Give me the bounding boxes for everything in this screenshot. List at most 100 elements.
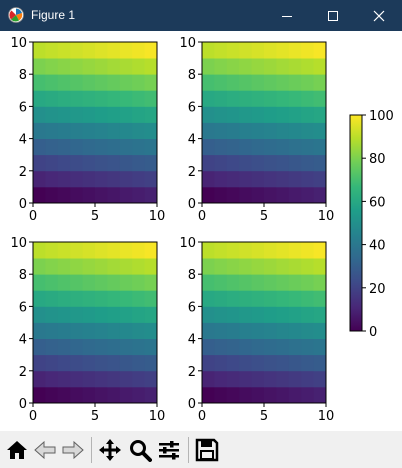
- heatmap-cell: [33, 258, 46, 275]
- back-button[interactable]: [33, 438, 57, 462]
- heatmap-cell: [202, 338, 215, 356]
- heatmap-cell: [239, 306, 252, 323]
- heatmap-cell: [202, 90, 215, 107]
- x-tick-label: 5: [91, 209, 99, 224]
- heatmap-cell: [264, 370, 277, 388]
- heatmap-cell: [239, 258, 252, 275]
- heatmap-cell: [264, 274, 277, 291]
- heatmap-cell: [70, 58, 83, 75]
- heatmap-cell: [251, 386, 265, 404]
- heatmap-cell: [82, 42, 96, 59]
- heatmap-cell: [95, 42, 108, 59]
- heatmap-cell: [288, 42, 302, 59]
- heatmap-cell: [264, 322, 277, 339]
- heatmap-cell: [119, 90, 133, 107]
- heatmap-cell: [288, 74, 302, 91]
- pan-button[interactable]: [98, 438, 122, 462]
- y-tick-label: 2: [188, 165, 196, 180]
- heatmap-cell: [251, 370, 265, 388]
- heatmap-cell: [107, 322, 121, 339]
- y-tick-label: 10: [179, 36, 196, 51]
- heatmap-cell: [226, 106, 240, 123]
- heatmap-cell: [33, 322, 46, 339]
- home-button[interactable]: [5, 438, 29, 462]
- heatmap-cell: [264, 290, 277, 307]
- heatmap-cell: [82, 154, 96, 172]
- heatmap-cell: [313, 186, 327, 204]
- save-button[interactable]: [195, 438, 219, 462]
- heatmap-cell: [226, 154, 240, 172]
- y-tick-label: 10: [10, 236, 27, 251]
- heatmap-cell: [288, 242, 302, 259]
- heatmap-cell: [239, 370, 252, 388]
- heatmap-cell: [276, 322, 290, 339]
- minimize-button[interactable]: [264, 0, 310, 31]
- maximize-button[interactable]: [310, 0, 356, 31]
- heatmap-cell: [95, 138, 108, 156]
- figure-canvas[interactable]: 0 5 10 0 2 4 6 8 10 0 5 10 0 2 4 6 8 10 0 5 10 0 2 4 6 8 10 0 5 10 0 2 4…: [0, 31, 402, 431]
- colorbar-tick-label: 80: [369, 152, 386, 167]
- heatmap-cell: [95, 258, 108, 275]
- heatmap-cell: [33, 106, 46, 123]
- heatmap-cell: [45, 154, 59, 172]
- heatmap-cell: [82, 274, 96, 291]
- heatmap-cell: [288, 186, 302, 204]
- heatmap-cell: [301, 90, 314, 107]
- heatmap-cell: [313, 138, 327, 156]
- x-tick-label: 0: [198, 209, 206, 224]
- heatmap-cell: [144, 106, 158, 123]
- close-button[interactable]: [356, 0, 402, 31]
- colorbar-tick-label: 20: [369, 282, 386, 297]
- heatmap-cell: [70, 138, 83, 156]
- heatmap-cell: [214, 386, 228, 404]
- heatmap-cell: [132, 322, 145, 339]
- heatmap-cell: [132, 338, 145, 356]
- heatmap-cell: [264, 58, 277, 75]
- forward-button[interactable]: [61, 438, 85, 462]
- heatmap-cell: [226, 290, 240, 307]
- y-tick-label: 8: [19, 68, 27, 83]
- heatmap-cell: [202, 258, 215, 275]
- heatmap-cell: [264, 186, 277, 204]
- heatmap-cell: [313, 386, 327, 404]
- heatmap-cell: [33, 122, 46, 139]
- heatmap-cell: [288, 306, 302, 323]
- heatmap-cell: [144, 354, 158, 372]
- heatmap-cell: [214, 258, 228, 275]
- pan-icon: [99, 439, 121, 461]
- heatmap-cell: [313, 90, 327, 107]
- heatmap-cell: [57, 186, 71, 204]
- heatmap-cell: [301, 386, 314, 404]
- heatmap-cell: [144, 242, 158, 259]
- heatmap-cell: [301, 42, 314, 59]
- configure-subplots-button[interactable]: [157, 438, 181, 462]
- heatmap-cell: [107, 186, 121, 204]
- heatmap-cell: [33, 354, 46, 372]
- heatmap-cell: [33, 306, 46, 323]
- heatmap-cell: [251, 274, 265, 291]
- heatmap-cell: [119, 386, 133, 404]
- heatmap-cell: [45, 274, 59, 291]
- heatmap-cell: [95, 186, 108, 204]
- heatmap-cell: [239, 106, 252, 123]
- heatmap-cell: [239, 354, 252, 372]
- zoom-button[interactable]: [128, 438, 152, 462]
- heatmap-cell: [202, 274, 215, 291]
- heatmap-cell: [132, 370, 145, 388]
- heatmap-cell: [70, 122, 83, 139]
- heatmap-cell: [239, 154, 252, 172]
- heatmap-cell: [202, 370, 215, 388]
- heatmap-cell: [264, 74, 277, 91]
- y-tick-label: 8: [19, 268, 27, 283]
- heatmap-cell: [202, 386, 215, 404]
- heatmap-cell: [70, 370, 83, 388]
- heatmap-cell: [264, 170, 277, 188]
- heatmap-cell: [313, 322, 327, 339]
- heatmap-cell: [119, 58, 133, 75]
- y-tick-label: 6: [188, 100, 196, 115]
- heatmap-cell: [301, 170, 314, 188]
- heatmap-cell: [119, 322, 133, 339]
- heatmap-cell: [214, 138, 228, 156]
- heatmap-cell: [288, 322, 302, 339]
- colorbar-tick-label: 60: [369, 195, 386, 210]
